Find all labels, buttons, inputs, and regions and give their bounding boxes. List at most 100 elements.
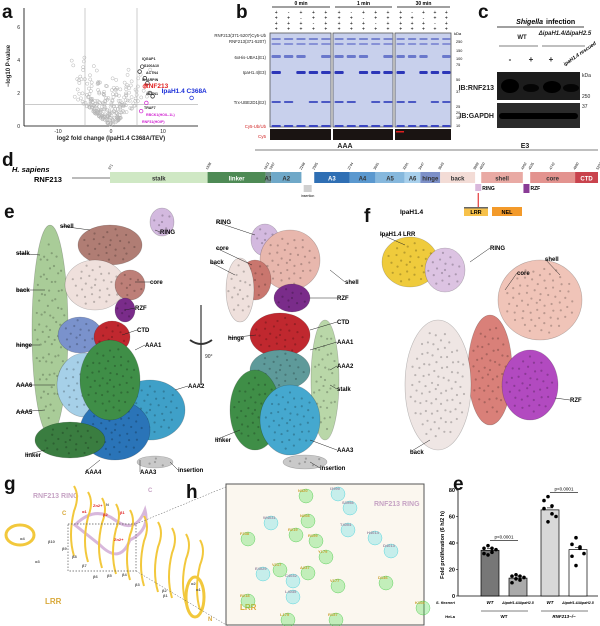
lrr-strand	[168, 527, 176, 599]
density-texture	[551, 286, 555, 289]
density-texture	[520, 299, 524, 302]
density-texture	[418, 366, 421, 370]
background-point	[125, 73, 130, 77]
density-texture	[450, 350, 454, 354]
density-texture	[161, 214, 164, 217]
density-texture	[454, 273, 457, 276]
density-texture	[427, 373, 431, 376]
density-texture	[539, 388, 542, 391]
density-texture	[126, 432, 129, 435]
density-texture	[420, 342, 424, 346]
protein-band	[383, 125, 393, 127]
structure-label: α2	[191, 581, 196, 586]
background-point	[127, 98, 132, 103]
density-texture	[415, 357, 419, 360]
leader-line	[59, 225, 91, 231]
density-texture	[47, 416, 50, 420]
structure-label: RING	[160, 230, 175, 236]
density-texture	[447, 379, 450, 382]
protein-band	[283, 55, 294, 58]
protein-band	[346, 38, 356, 40]
density-texture	[64, 327, 68, 330]
protein-band	[396, 101, 405, 103]
density-texture	[130, 376, 133, 379]
density-texture	[458, 265, 461, 268]
density-texture	[105, 326, 108, 329]
density-texture	[39, 343, 42, 346]
density-texture	[233, 406, 236, 409]
density-texture	[35, 356, 38, 360]
density-texture	[294, 377, 298, 381]
condition-mark: -	[375, 21, 377, 27]
density-texture	[269, 244, 272, 247]
density-texture	[110, 438, 114, 441]
density-texture	[414, 373, 417, 377]
density-texture	[247, 407, 250, 410]
background-point	[103, 101, 107, 106]
density-texture	[548, 273, 551, 276]
density-texture	[286, 268, 289, 272]
density-mesh	[300, 565, 316, 581]
density-texture	[442, 376, 445, 379]
cy5-scan	[270, 129, 331, 140]
density-texture	[501, 354, 504, 357]
density-texture	[437, 427, 441, 430]
density-texture	[64, 440, 67, 444]
density-texture	[275, 371, 278, 374]
density-texture	[49, 314, 52, 317]
condition-mark: +	[374, 10, 377, 16]
density-texture	[127, 439, 131, 442]
density-texture	[448, 341, 451, 344]
density-texture	[436, 348, 440, 351]
background-point	[133, 98, 138, 103]
density-texture	[406, 270, 409, 273]
aaa3-density	[259, 384, 321, 456]
density-texture	[543, 279, 546, 282]
density-texture	[308, 261, 311, 264]
density-texture	[232, 308, 236, 311]
domain-label: hinge	[422, 177, 439, 183]
density-texture	[318, 458, 321, 461]
density-texture	[313, 391, 316, 394]
x-tick: -10	[54, 129, 61, 135]
density-texture	[158, 231, 161, 234]
structure-label: stalk	[16, 251, 30, 257]
density-texture	[326, 390, 329, 394]
density-texture	[272, 360, 275, 363]
density-texture	[435, 267, 439, 270]
density-texture	[423, 363, 426, 366]
density-texture	[288, 364, 291, 367]
background-point	[125, 83, 130, 88]
timepoint-label: 0 min	[294, 1, 307, 7]
density-texture	[64, 377, 68, 380]
density-texture	[531, 278, 534, 281]
density-texture	[48, 289, 51, 292]
ipah-domain-label: LRR	[470, 210, 481, 216]
protein-band	[383, 101, 393, 103]
density-texture	[426, 351, 429, 354]
density-texture	[114, 254, 117, 257]
condition-mark: +	[312, 10, 315, 16]
density-texture	[49, 403, 52, 406]
data-point	[514, 576, 518, 581]
background-point	[129, 95, 134, 99]
point-label: SHARPIN	[142, 78, 159, 82]
density-texture	[333, 400, 336, 403]
density-texture	[75, 424, 78, 427]
density-texture	[237, 304, 240, 307]
density-texture	[413, 242, 416, 245]
background-point	[101, 116, 106, 120]
panel-label-h: h	[186, 482, 198, 503]
density-texture	[432, 343, 435, 346]
density-texture	[167, 426, 170, 429]
background-point	[106, 121, 111, 125]
protein-band	[371, 101, 381, 103]
density-texture	[85, 322, 88, 326]
protein-name: RNF213	[34, 175, 62, 184]
density-texture	[514, 396, 517, 399]
condition-mark: +	[399, 21, 402, 27]
density-texture	[428, 332, 431, 335]
density-texture	[456, 280, 459, 283]
density-texture	[293, 322, 296, 326]
density-texture	[521, 316, 524, 320]
